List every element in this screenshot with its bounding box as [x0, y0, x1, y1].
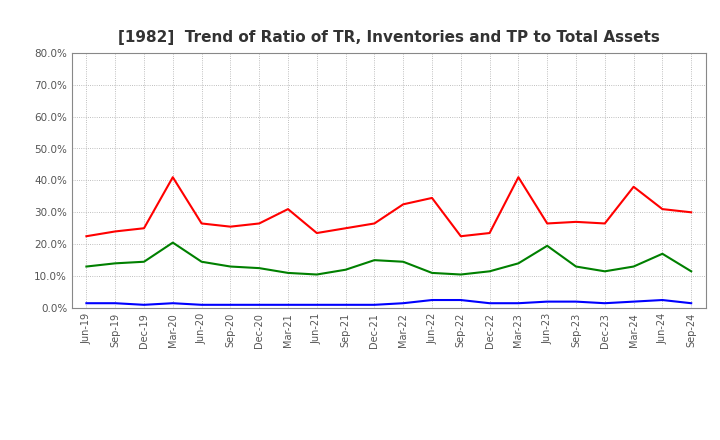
Trade Payables [428, 270, 436, 275]
Inventories [140, 302, 148, 308]
Title: [1982]  Trend of Ratio of TR, Inventories and TP to Total Assets: [1982] Trend of Ratio of TR, Inventories… [118, 29, 660, 45]
Trade Payables [284, 270, 292, 275]
Trade Payables [197, 259, 206, 264]
Trade Receivables [600, 221, 609, 226]
Trade Payables [399, 259, 408, 264]
Line: Inventories: Inventories [86, 300, 691, 305]
Inventories [456, 297, 465, 303]
Inventories [485, 301, 494, 306]
Inventories [312, 302, 321, 308]
Trade Receivables [428, 195, 436, 201]
Trade Payables [370, 257, 379, 263]
Trade Receivables [341, 226, 350, 231]
Line: Trade Payables: Trade Payables [86, 242, 691, 275]
Inventories [629, 299, 638, 304]
Trade Receivables [111, 229, 120, 234]
Trade Receivables [140, 226, 148, 231]
Inventories [687, 301, 696, 306]
Trade Payables [687, 269, 696, 274]
Trade Payables [255, 265, 264, 271]
Trade Receivables [687, 210, 696, 215]
Trade Payables [312, 272, 321, 277]
Inventories [168, 301, 177, 306]
Trade Receivables [629, 184, 638, 189]
Inventories [111, 301, 120, 306]
Trade Receivables [572, 219, 580, 224]
Inventories [600, 301, 609, 306]
Trade Receivables [82, 234, 91, 239]
Trade Payables [543, 243, 552, 249]
Trade Payables [485, 269, 494, 274]
Trade Payables [456, 272, 465, 277]
Trade Receivables [399, 202, 408, 207]
Trade Payables [629, 264, 638, 269]
Trade Receivables [514, 175, 523, 180]
Inventories [82, 301, 91, 306]
Inventories [572, 299, 580, 304]
Trade Receivables [370, 221, 379, 226]
Trade Payables [226, 264, 235, 269]
Trade Payables [572, 264, 580, 269]
Inventories [341, 302, 350, 308]
Trade Receivables [456, 234, 465, 239]
Inventories [399, 301, 408, 306]
Trade Receivables [312, 231, 321, 236]
Inventories [514, 301, 523, 306]
Inventories [284, 302, 292, 308]
Inventories [428, 297, 436, 303]
Trade Receivables [543, 221, 552, 226]
Trade Receivables [226, 224, 235, 229]
Trade Payables [514, 260, 523, 266]
Inventories [370, 302, 379, 308]
Trade Receivables [658, 206, 667, 212]
Line: Trade Receivables: Trade Receivables [86, 177, 691, 236]
Trade Payables [111, 260, 120, 266]
Trade Payables [168, 240, 177, 245]
Trade Receivables [197, 221, 206, 226]
Inventories [543, 299, 552, 304]
Inventories [255, 302, 264, 308]
Inventories [658, 297, 667, 303]
Inventories [197, 302, 206, 308]
Trade Payables [658, 251, 667, 257]
Trade Receivables [168, 175, 177, 180]
Inventories [226, 302, 235, 308]
Trade Payables [82, 264, 91, 269]
Trade Receivables [255, 221, 264, 226]
Trade Payables [600, 269, 609, 274]
Trade Payables [341, 267, 350, 272]
Trade Receivables [284, 206, 292, 212]
Trade Payables [140, 259, 148, 264]
Trade Receivables [485, 231, 494, 236]
